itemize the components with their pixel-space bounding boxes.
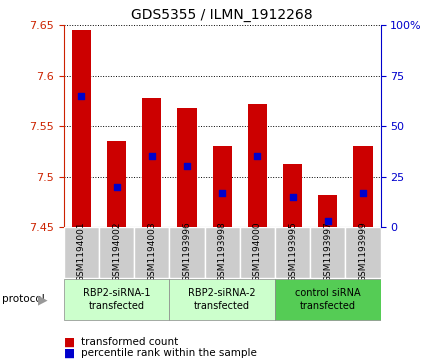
Bar [142, 98, 161, 227]
Bar [213, 146, 232, 227]
Text: GSM1193996: GSM1193996 [183, 221, 191, 282]
Point [183, 163, 191, 169]
Text: RBP2-siRNA-1
transfected: RBP2-siRNA-1 transfected [83, 288, 150, 311]
Text: GSM1193998: GSM1193998 [218, 221, 227, 282]
Point [254, 154, 261, 159]
Text: ■: ■ [64, 346, 75, 359]
Bar [177, 108, 197, 227]
Bar [275, 278, 381, 321]
Text: protocol: protocol [2, 294, 45, 305]
Text: GSM1193997: GSM1193997 [323, 221, 332, 282]
Bar [248, 104, 267, 227]
Text: percentile rank within the sample: percentile rank within the sample [81, 348, 257, 358]
Text: GSM1194000: GSM1194000 [253, 221, 262, 282]
Text: control siRNA
transfected: control siRNA transfected [295, 288, 361, 311]
Text: GSM1193999: GSM1193999 [359, 221, 367, 282]
Title: GDS5355 / ILMN_1912268: GDS5355 / ILMN_1912268 [132, 8, 313, 22]
Bar [345, 227, 381, 278]
Point [359, 190, 367, 196]
Bar [169, 227, 205, 278]
Bar [353, 146, 373, 227]
Text: GSM1193995: GSM1193995 [288, 221, 297, 282]
Text: ▶: ▶ [38, 293, 48, 306]
Bar [205, 227, 240, 278]
Text: ■: ■ [64, 335, 75, 348]
Text: transformed count: transformed count [81, 337, 179, 347]
Point [324, 218, 331, 224]
Point [219, 190, 226, 196]
Bar [99, 227, 134, 278]
Bar [107, 141, 126, 227]
Text: GSM1194003: GSM1194003 [147, 221, 156, 282]
Bar [134, 227, 169, 278]
Text: GSM1194001: GSM1194001 [77, 221, 86, 282]
Point [113, 184, 120, 189]
Bar [283, 164, 302, 227]
Bar [318, 195, 337, 227]
Point [148, 154, 155, 159]
Text: RBP2-siRNA-2
transfected: RBP2-siRNA-2 transfected [188, 288, 256, 311]
Bar [64, 227, 99, 278]
Point [78, 93, 85, 99]
Bar [240, 227, 275, 278]
Text: GSM1194002: GSM1194002 [112, 221, 121, 282]
Bar [169, 278, 275, 321]
Bar [72, 30, 91, 227]
Bar [275, 227, 310, 278]
Bar [310, 227, 345, 278]
Bar [64, 278, 169, 321]
Point [289, 194, 296, 200]
